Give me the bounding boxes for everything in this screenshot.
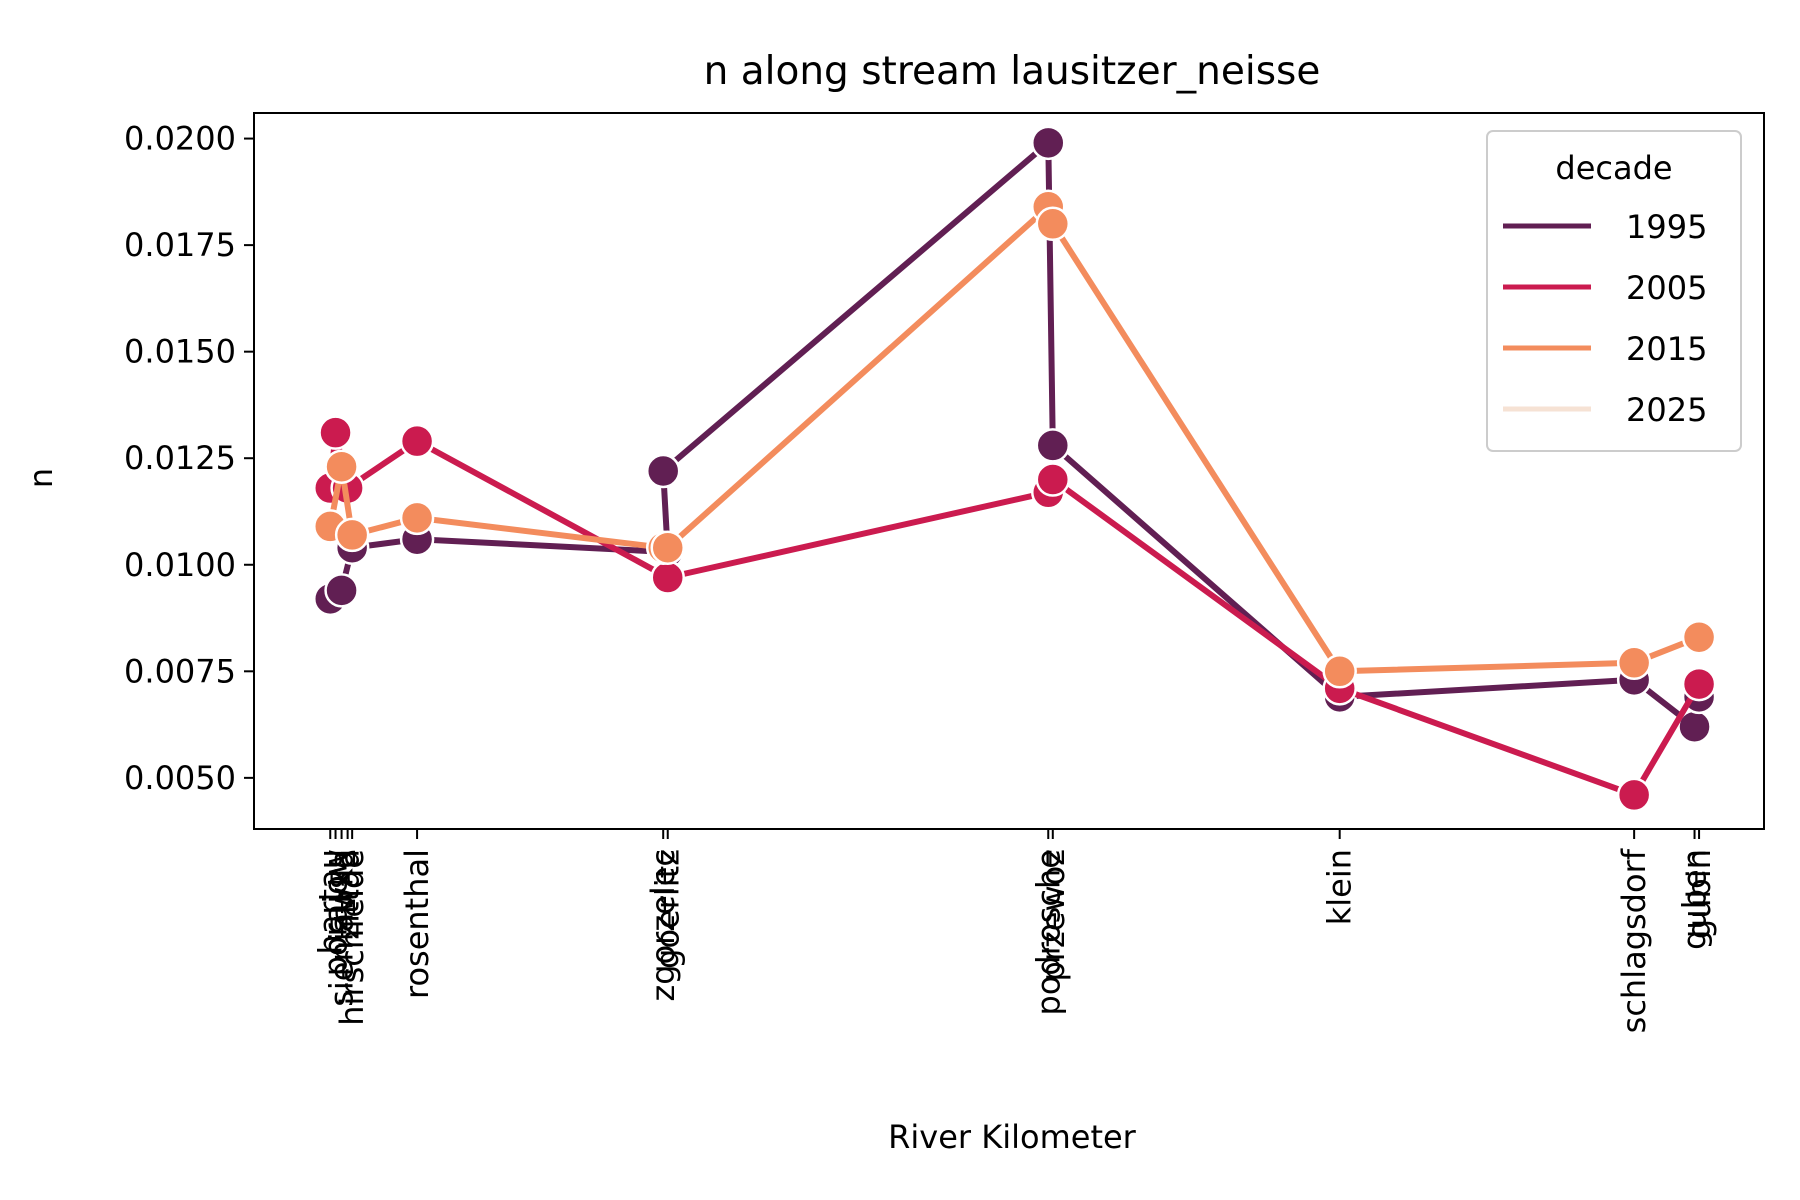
legend-frame [1486,130,1742,452]
legend-label: 1995 [1626,208,1707,246]
x-tick-label: porajow [317,849,355,976]
data-point [645,453,681,489]
x-tick-label: sieniawka [323,849,361,1007]
data-point [318,415,353,450]
data-point [1035,428,1071,463]
series-2015 [313,189,1717,689]
legend-label: 2005 [1626,269,1707,307]
y-tick-label: 0.0125 [124,439,236,477]
legend: decade 1995 2005 2015 2025 [1486,130,1742,452]
data-point [1031,125,1066,161]
x-tick-label: guben [1676,849,1714,950]
data-point [650,530,685,565]
data-point [1035,206,1071,242]
x-tick-label: zgorzelec [644,849,682,1002]
chart-title: n along stream lausitzer_neisse [704,49,1321,94]
legend-label: 2025 [1626,391,1707,429]
y-tick-label: 0.0150 [124,333,236,371]
x-tick-label: klein [1321,849,1359,925]
x-tick-label: hartau [311,849,349,954]
series-line [327,429,1702,798]
legend-label: 2015 [1626,330,1707,368]
x-tick-label: schlagsdorf [1615,848,1653,1033]
x-tick-label: zittau [329,849,367,940]
data-point [399,423,435,459]
data-point [1681,619,1717,655]
y-tick-label: 0.0050 [124,759,236,797]
x-tick-label: rosenthal [398,849,436,999]
x-axis-label: River Kilometer [888,1118,1137,1156]
x-tick-label: gubin [1680,849,1718,939]
y-tick-label: 0.0100 [124,546,236,584]
data-point [1681,666,1717,702]
plot-frame [253,112,1765,830]
x-tick-label: goerlitz [649,849,687,969]
data-point [650,560,685,595]
data-point [399,500,435,536]
data-point [1616,777,1652,813]
x-tick-label: podrosche [1029,849,1067,1015]
y-tick-label: 0.0200 [124,120,236,158]
x-tick-label: hirschfelde [333,849,371,1026]
data-point [1616,645,1652,681]
y-tick-label: 0.0175 [124,226,236,264]
data-point [1322,654,1357,689]
data-point [1035,462,1071,497]
data-point [334,517,370,553]
data-point [324,449,359,484]
x-tick-label: przewoz [1034,849,1072,982]
data-point [324,573,359,608]
plot-area: 0.0050 0.0075 0.0100 0.0125 0.0150 0.0175 0.02… [124,112,1765,1033]
y-axis-label: n [22,468,60,488]
y-tick-label: 0.0075 [124,652,236,690]
series-2005 [313,415,1717,813]
legend-title: decade [1555,149,1672,187]
